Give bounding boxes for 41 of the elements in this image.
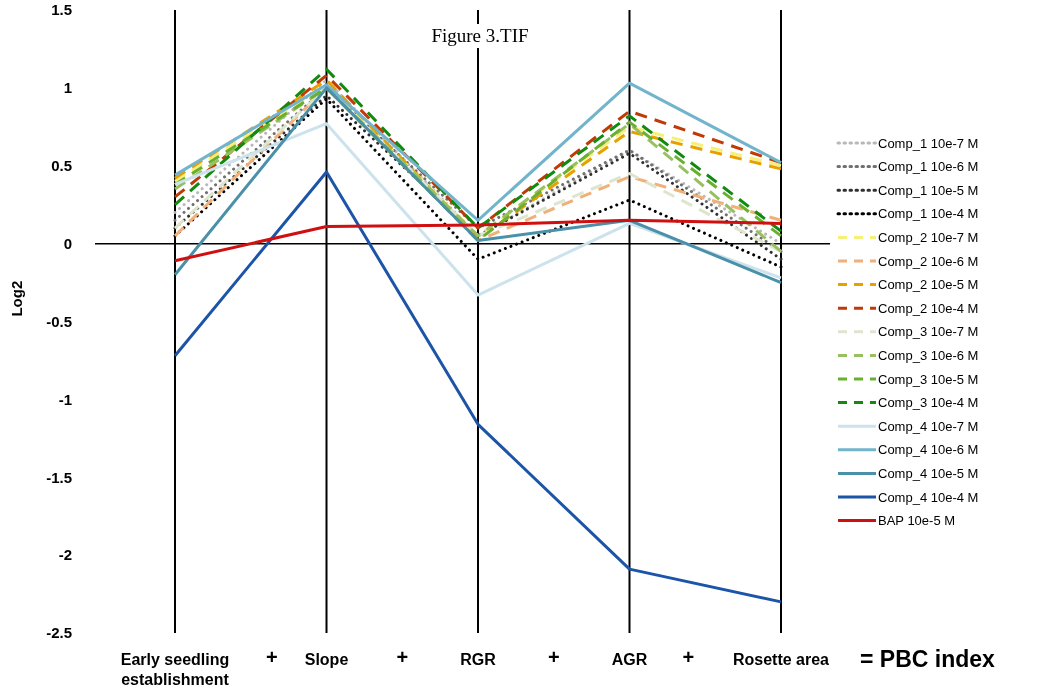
y-tick-label: -2 bbox=[58, 546, 72, 564]
legend-label: Comp_4 10e-7 M bbox=[878, 418, 979, 434]
legend-label: Comp_1 10e-4 M bbox=[878, 206, 979, 222]
legend-label: Comp_2 10e-4 M bbox=[878, 300, 979, 316]
legend-label: Comp_3 10e-6 M bbox=[878, 347, 979, 363]
y-tick-label: 0.5 bbox=[51, 157, 72, 174]
y-tick-label: 1.5 bbox=[51, 1, 72, 19]
x-tick-label: Rosette area bbox=[732, 651, 830, 668]
y-axis-title: Log2 bbox=[8, 280, 25, 317]
legend-label: Comp_2 10e-5 M bbox=[878, 277, 979, 293]
legend-label: Comp_4 10e-5 M bbox=[878, 465, 979, 481]
legend-label: Comp_1 10e-5 M bbox=[878, 182, 979, 198]
line-series bbox=[173, 170, 783, 604]
legend-label: Comp_1 10e-7 M bbox=[878, 135, 979, 151]
legend-label: Comp_2 10e-6 M bbox=[878, 253, 979, 269]
y-tick-label: 0 bbox=[63, 234, 72, 252]
line-series bbox=[173, 218, 783, 263]
x-tick-label: Early seedling establishment bbox=[120, 651, 230, 688]
y-tick-label: -1 bbox=[58, 390, 72, 408]
legend-label: BAP 10e-5 M bbox=[878, 513, 956, 529]
text: + bbox=[396, 646, 409, 668]
legend-label: Comp_4 10e-4 M bbox=[878, 489, 979, 505]
line-series bbox=[173, 122, 783, 297]
legend-label: Comp_1 10e-6 M bbox=[878, 159, 979, 175]
x-tick-label: RGR bbox=[460, 651, 497, 668]
legend-label: Comp_3 10e-5 M bbox=[878, 371, 979, 387]
y-tick-label: -1.5 bbox=[46, 468, 72, 486]
text: + bbox=[547, 646, 560, 668]
text: = PBC index bbox=[860, 646, 996, 672]
text: + bbox=[265, 646, 278, 668]
legend-label: Comp_3 10e-7 M bbox=[878, 324, 979, 340]
x-tick-label: Slope bbox=[304, 651, 349, 668]
legend-label: Comp_3 10e-4 M bbox=[878, 395, 979, 411]
x-tick-label: AGR bbox=[611, 651, 648, 668]
y-tick-label: 1 bbox=[63, 79, 72, 97]
y-tick-label: -0.5 bbox=[46, 312, 72, 330]
text: Figure 3.TIF bbox=[431, 25, 529, 46]
legend-label: Comp_2 10e-7 M bbox=[878, 229, 979, 245]
y-tick-label: -2.5 bbox=[46, 624, 72, 642]
legend-label: Comp_4 10e-6 M bbox=[878, 442, 979, 458]
text: + bbox=[682, 646, 695, 668]
